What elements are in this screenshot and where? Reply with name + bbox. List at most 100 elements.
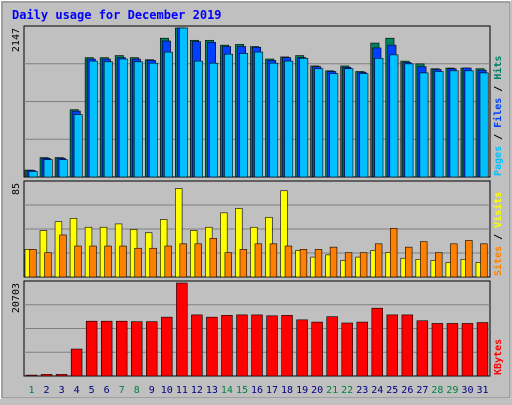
- bar-pages-day-10: [163, 51, 173, 178]
- bar-pages-day-28: [434, 71, 444, 178]
- legend-separator: /: [493, 228, 504, 246]
- panel-hits-max-label: 2147: [11, 28, 22, 52]
- bar-pages-day-19: [299, 58, 309, 178]
- panel-kbytes: 20703 KBytes: [11, 280, 504, 377]
- bar-sites-day-10: [164, 245, 172, 278]
- bar-pages-day-18: [284, 60, 294, 178]
- day-label-8: 8: [134, 385, 140, 396]
- day-label-23: 23: [356, 385, 368, 396]
- bar-sites-day-4: [74, 245, 82, 278]
- bar-sites-day-13: [209, 237, 217, 278]
- day-label-15: 15: [236, 385, 248, 396]
- legend-files: Files: [492, 98, 504, 128]
- bar-visits-day-15: [235, 208, 243, 278]
- bar-kbytes-day-25: [386, 314, 399, 377]
- bar-pages-day-4: [73, 114, 83, 178]
- bar-pages-day-12: [194, 60, 203, 178]
- day-labels: 1 2 3 4 5 6 7 8 9 10 11 12 13 14 15 16 17 18 19 20 21 22 23 24 2…: [29, 385, 489, 396]
- bar-sites-day-5: [89, 245, 97, 278]
- panel-hits-legend: Pages / Files / Hits: [492, 56, 504, 176]
- chart-title: Daily usage for December 2019: [12, 8, 222, 22]
- bar-kbytes-day-15: [236, 314, 248, 377]
- bar-kbytes-day-7: [115, 320, 128, 377]
- bar-pages-day-16: [254, 51, 264, 178]
- panel-kbytes-legend: KBytes: [493, 339, 504, 375]
- day-label-29: 29: [446, 385, 458, 396]
- bar-kbytes-day-22: [341, 322, 353, 377]
- day-label-11: 11: [176, 385, 188, 396]
- bar-pages-day-26: [404, 63, 414, 178]
- day-label-18: 18: [281, 385, 293, 396]
- bar-pages-day-6: [103, 61, 113, 178]
- bar-sites-day-2: [44, 252, 52, 278]
- panel-visits: 85 Sites / Visits: [11, 180, 504, 278]
- bar-kbytes-day-8: [131, 321, 143, 377]
- day-label-31: 31: [476, 385, 488, 396]
- bar-kbytes-day-21: [326, 316, 338, 377]
- day-label-6: 6: [104, 385, 110, 396]
- bar-sites-day-11: [179, 243, 187, 278]
- bar-pages-day-14: [224, 53, 233, 178]
- day-label-22: 22: [341, 385, 353, 396]
- bar-kbytes-day-13: [206, 316, 218, 377]
- bar-pages-day-5: [88, 60, 98, 178]
- bar-sites-day-12: [194, 243, 202, 278]
- bar-sites-day-31: [480, 243, 488, 278]
- bar-kbytes-day-6: [100, 320, 113, 377]
- bar-pages-day-8: [133, 61, 143, 178]
- bar-pages-day-29: [449, 70, 459, 178]
- bar-kbytes-day-29: [446, 323, 459, 377]
- bar-sites-day-15: [239, 249, 248, 278]
- legend-hits: Hits: [492, 56, 504, 80]
- bar-kbytes-day-14: [221, 315, 233, 377]
- bar-kbytes-day-27: [416, 320, 429, 377]
- bar-kbytes-day-19: [296, 319, 308, 377]
- legend-visits: Visits: [492, 192, 504, 228]
- bar-kbytes-day-28: [431, 323, 444, 377]
- bar-sites-day-22: [344, 252, 353, 278]
- day-label-20: 20: [311, 385, 323, 396]
- day-label-16: 16: [251, 385, 263, 396]
- day-label-24: 24: [371, 385, 383, 396]
- bar-pages-day-11: [179, 27, 188, 178]
- day-label-28: 28: [431, 385, 443, 396]
- day-label-26: 26: [401, 385, 413, 396]
- bar-kbytes-day-9: [146, 321, 158, 377]
- bar-sites-day-26: [405, 246, 413, 278]
- bar-sites-day-29: [450, 243, 458, 278]
- day-label-4: 4: [74, 385, 80, 396]
- bar-sites-day-14: [224, 252, 232, 278]
- bar-kbytes-day-20: [311, 321, 323, 377]
- day-label-21: 21: [326, 385, 338, 396]
- bar-pages-day-31: [479, 72, 489, 178]
- bar-sites-day-16: [254, 243, 263, 278]
- bar-sites-day-21: [329, 246, 338, 278]
- bar-kbytes-day-31: [476, 322, 489, 377]
- bar-pages-day-2: [43, 159, 53, 178]
- day-label-19: 19: [296, 385, 308, 396]
- day-label-30: 30: [461, 385, 473, 396]
- chart-frame-shadow: [1, 1, 511, 399]
- bar-kbytes-day-10: [161, 316, 173, 377]
- legend-sites: Sites: [492, 246, 504, 276]
- bar-pages-day-30: [464, 70, 474, 178]
- bar-kbytes-day-23: [356, 321, 368, 377]
- bar-kbytes-day-3: [55, 374, 68, 377]
- bar-pages-day-21: [329, 73, 339, 178]
- bar-pages-day-22: [344, 68, 354, 178]
- panel-visits-legend: Sites / Visits: [492, 192, 504, 276]
- bar-sites-day-20: [314, 249, 323, 278]
- bar-pages-day-24: [374, 58, 384, 178]
- bar-pages-day-9: [148, 62, 158, 178]
- bar-sites-day-27: [420, 241, 428, 278]
- bar-kbytes-day-30: [461, 323, 474, 377]
- bar-kbytes-day-24: [371, 307, 383, 377]
- day-label-17: 17: [266, 385, 278, 396]
- bar-visits-day-11: [175, 188, 183, 278]
- bar-pages-day-23: [359, 73, 369, 178]
- legend-kbytes: KBytes: [493, 339, 504, 375]
- day-label-13: 13: [206, 385, 218, 396]
- bar-sites-day-19: [299, 249, 308, 278]
- bar-kbytes-day-4: [70, 348, 83, 377]
